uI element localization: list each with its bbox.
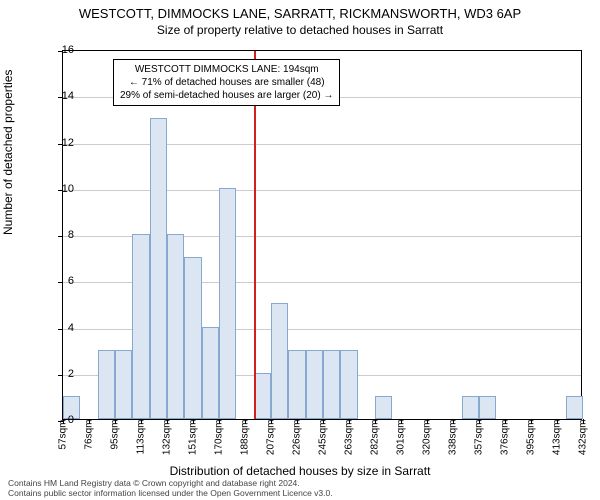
gridline [63,190,581,191]
gridline [63,144,581,145]
y-axis-label: Number of detached properties [1,70,15,235]
ytick-label: 0 [44,414,74,426]
chart-title: WESTCOTT, DIMMOCKS LANE, SARRATT, RICKMA… [0,0,600,21]
bar [340,350,357,419]
bar [375,396,392,419]
xtick-label: 357sqm [474,420,485,456]
xtick-label: 282sqm [370,420,381,456]
xtick-label: 95sqm [110,420,121,450]
annotation-line2: ← 71% of detached houses are smaller (48… [120,76,333,89]
bar [219,188,236,419]
bar [184,257,201,419]
chart-subtitle: Size of property relative to detached ho… [0,21,600,37]
ytick-label: 2 [44,368,74,380]
ytick-label: 8 [44,229,74,241]
xtick-label: 376sqm [500,420,511,456]
bar [202,327,219,420]
x-axis-label: Distribution of detached houses by size … [0,464,600,478]
ytick-label: 6 [44,275,74,287]
annotation-line1: WESTCOTT DIMMOCKS LANE: 194sqm [120,63,333,76]
ytick-label: 4 [44,322,74,334]
ytick-label: 14 [44,90,74,102]
footer-line2: Contains public sector information licen… [8,489,333,498]
xtick-label: 432sqm [578,420,589,456]
bar [306,350,323,419]
bar [323,350,340,419]
xtick-label: 188sqm [240,420,251,456]
bar [271,303,288,419]
xtick-label: 338sqm [448,420,459,456]
bar [150,118,167,419]
bar [132,234,149,419]
chart-container: WESTCOTT, DIMMOCKS LANE, SARRATT, RICKMA… [0,0,600,500]
bar [254,373,271,419]
xtick-label: 395sqm [526,420,537,456]
annotation-box: WESTCOTT DIMMOCKS LANE: 194sqm ← 71% of … [113,59,340,106]
xtick-label: 226sqm [292,420,303,456]
xtick-label: 413sqm [552,420,563,456]
bar [566,396,583,419]
xtick-label: 113sqm [136,420,147,455]
plot-area: WESTCOTT DIMMOCKS LANE: 194sqm ← 71% of … [62,50,582,420]
bar [115,350,132,419]
footer: Contains HM Land Registry data © Crown c… [8,479,333,498]
ytick-label: 12 [44,137,74,149]
bar [98,350,115,419]
xtick-label: 320sqm [422,420,433,456]
xtick-label: 245sqm [318,420,329,456]
bar [167,234,184,419]
bar [479,396,496,419]
xtick-label: 170sqm [214,420,225,456]
xtick-label: 207sqm [266,420,277,456]
xtick-label: 263sqm [344,420,355,456]
xtick-label: 76sqm [84,420,95,450]
marker-line [254,51,256,419]
annotation-line3: 29% of semi-detached houses are larger (… [120,89,333,102]
xtick-label: 151sqm [188,420,199,456]
bar [288,350,305,419]
ytick-label: 16 [44,44,74,56]
xtick-label: 301sqm [396,420,407,456]
bar [462,396,479,419]
xtick-label: 132sqm [162,420,173,456]
ytick-label: 10 [44,183,74,195]
